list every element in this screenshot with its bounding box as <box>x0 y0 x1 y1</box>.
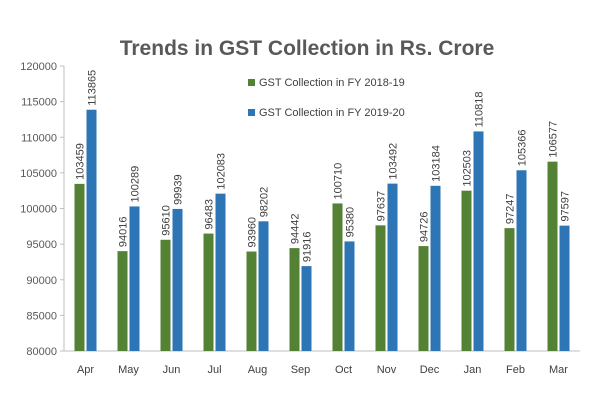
data-label: 96483 <box>204 199 216 230</box>
data-label: 106577 <box>548 121 560 158</box>
data-label: 99939 <box>173 174 185 205</box>
x-tick-label: May <box>118 364 139 376</box>
data-label: 103492 <box>388 143 400 180</box>
data-label: 97247 <box>505 194 517 225</box>
x-tick-label: Apr <box>77 364 94 376</box>
x-tick-label: Dec <box>420 364 440 376</box>
y-tick-label: 115000 <box>21 97 57 109</box>
data-label: 97597 <box>560 191 572 222</box>
bar-fy2019-20-aug <box>258 221 269 351</box>
legend-label: GST Collection in FY 2018-19 <box>259 77 405 89</box>
x-tick-label: Sep <box>291 364 311 376</box>
bar-fy2018-19-jan <box>461 190 472 351</box>
data-label: 97637 <box>376 191 388 222</box>
bar-fy2018-19-may <box>117 251 128 351</box>
bar-fy2019-20-jan <box>473 131 484 351</box>
data-label: 95380 <box>345 207 357 238</box>
axes: 80000 85000 90000 95000 100000 105000 110000 11… <box>20 61 580 376</box>
x-tick-label: Oct <box>335 364 352 376</box>
bar-fy2018-19-nov <box>375 225 386 351</box>
legend-swatch <box>248 79 255 86</box>
legend-swatch <box>248 109 255 116</box>
bar-fy2019-20-mar <box>559 225 570 351</box>
x-tick-label: Jan <box>464 364 482 376</box>
x-tick-label: Jun <box>163 364 181 376</box>
data-label: 91916 <box>302 232 314 263</box>
y-tick-label: 85000 <box>26 310 57 322</box>
data-label: 94016 <box>118 217 130 248</box>
y-tick-label: 90000 <box>26 275 57 287</box>
data-label: 94726 <box>419 211 431 242</box>
y-tick-label: 120000 <box>20 61 57 73</box>
x-tick-label: Nov <box>377 364 397 376</box>
y-tick-label: 110000 <box>21 132 57 144</box>
y-tick-label: 80000 <box>26 346 57 358</box>
legend: GST Collection in FY 2018-19 GST Collecti… <box>248 77 405 119</box>
y-tick-label: 100000 <box>20 204 57 216</box>
bar-fy2018-19-oct <box>332 203 343 351</box>
bar-fy2019-20-may <box>129 206 140 351</box>
data-label: 100289 <box>130 166 142 203</box>
bar-fy2019-20-jul <box>215 193 226 351</box>
data-label: 102503 <box>462 150 474 187</box>
bar-fy2019-20-jun <box>172 208 183 351</box>
data-label: 94442 <box>290 214 302 245</box>
bar-fy2018-19-feb <box>504 228 515 351</box>
bar-fy2018-19-aug <box>246 251 257 351</box>
bar-fy2018-19-dec <box>418 246 429 351</box>
bar-fy2018-19-jul <box>203 233 214 351</box>
x-tick-label: Aug <box>248 364 268 376</box>
data-label: 103184 <box>431 145 443 182</box>
data-label: 100710 <box>333 163 345 200</box>
bar-fy2018-19-apr <box>74 183 85 351</box>
data-label: 103459 <box>75 143 87 180</box>
y-tick-label: 95000 <box>26 239 57 251</box>
bar-fy2018-19-mar <box>547 161 558 351</box>
bars: 1034591138659401610028995610999399648310… <box>74 70 572 351</box>
bar-fy2019-20-apr <box>86 109 97 351</box>
x-tick-label: Feb <box>506 364 525 376</box>
data-label: 110818 <box>474 92 486 128</box>
legend-label: GST Collection in FY 2019-20 <box>259 107 405 119</box>
data-label: 105366 <box>517 130 529 167</box>
bar-fy2019-20-dec <box>430 185 441 351</box>
bar-fy2019-20-sep <box>301 266 312 351</box>
x-tick-label: Mar <box>549 364 568 376</box>
data-label: 102083 <box>216 153 228 190</box>
bar-fy2019-20-nov <box>387 183 398 351</box>
bar-fy2018-19-sep <box>289 248 300 351</box>
data-label: 93960 <box>247 217 259 248</box>
bar-fy2018-19-jun <box>160 239 171 351</box>
data-label: 95610 <box>161 205 173 236</box>
bar-fy2019-20-feb <box>516 170 527 351</box>
x-tick-label: Jul <box>207 364 221 376</box>
data-label: 113865 <box>87 70 99 106</box>
y-tick-label: 105000 <box>20 168 57 180</box>
bar-fy2019-20-oct <box>344 241 355 351</box>
chart-title: Trends in GST Collection in Rs. Crore <box>120 37 495 60</box>
data-label: 98202 <box>259 187 271 218</box>
